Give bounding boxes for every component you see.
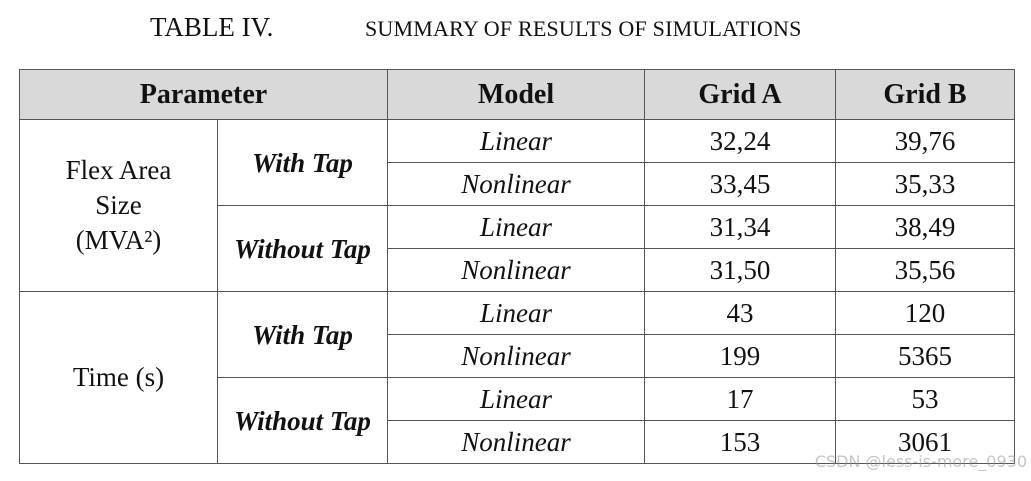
grid-b-cell: 3061 [835,420,1015,464]
table-row: Time (s) With Tap Linear 43 120 [19,291,1015,464]
tap-cell: With Tap [217,291,388,378]
table-caption: SUMMARY OF RESULTS OF SIMULATIONS [365,16,802,41]
grid-a-cell: 33,45 [644,162,836,206]
grid-a-cell: 199 [644,334,836,378]
parameter-cell: Time (s) [19,291,218,464]
grid-b-cell: 53 [835,377,1015,421]
table-label: TABLE IV. [150,12,274,42]
model-cell: Linear [387,377,645,421]
model-cell: Linear [387,119,645,163]
table-row: Nonlinear 153 3061 [20,420,1015,464]
table-row: Nonlinear 31,50 35,56 [20,248,1015,292]
grid-b-cell: 5365 [835,334,1015,378]
grid-b-cell: 35,33 [835,162,1015,206]
grid-b-cell: 39,76 [835,119,1015,163]
header-cell: Parameter [19,69,388,120]
grid-a-cell: 43 [644,291,836,335]
header-cell: Model [387,69,645,120]
tap-cell: With Tap [217,119,388,206]
results-table: Parameter Model Grid A Grid B Flex Area … [19,69,1015,464]
grid-b-cell: 120 [835,291,1015,335]
header-row: Parameter Model Grid A Grid B [19,69,1015,120]
table-row: Flex Area Size (MVA²) With Tap Linear 32,24… [19,119,1015,292]
grid-a-cell: 31,34 [644,205,836,249]
table-row: Without Tap Linear 17 53 [20,377,1015,464]
table-row: Nonlinear 33,45 35,33 [20,162,1015,206]
grid-a-cell: 32,24 [644,119,836,163]
model-cell: Nonlinear [387,334,645,378]
grid-a-cell: 31,50 [644,248,836,292]
model-cell: Nonlinear [387,162,645,206]
model-cell: Nonlinear [387,248,645,292]
table-body: Flex Area Size (MVA²) With Tap Linear 32,24… [19,119,1015,464]
parameter-cell: Flex Area Size (MVA²) [19,119,218,292]
tap-cell: Without Tap [217,377,388,464]
model-cell: Nonlinear [387,420,645,464]
grid-a-cell: 17 [644,377,836,421]
watermark: CSDN @less-is-more_0930 [814,452,1027,471]
model-cell: Linear [387,205,645,249]
table-row: Nonlinear 199 5365 [20,334,1015,378]
grid-a-cell: 153 [644,420,836,464]
header-cell: Grid B [835,69,1015,120]
model-cell: Linear [387,291,645,335]
tap-cell: Without Tap [217,205,388,292]
header-cell: Grid A [644,69,836,120]
grid-b-cell: 38,49 [835,205,1015,249]
grid-b-cell: 35,56 [835,248,1015,292]
